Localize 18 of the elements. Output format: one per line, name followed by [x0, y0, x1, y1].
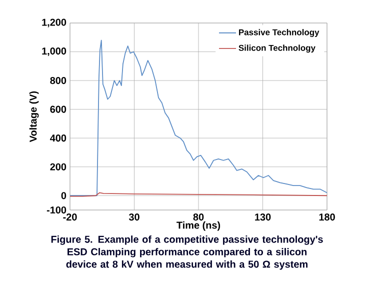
y-tick-label: 400	[50, 134, 66, 142]
y-tick-label: 800	[50, 77, 66, 84]
x-tick-label: 80	[193, 214, 204, 221]
legend-label: Silicon Technology	[238, 44, 316, 53]
y-tick-label: 1,000	[42, 48, 66, 56]
y-tick-label: -100	[46, 206, 66, 214]
legend-label: Passive Technology	[239, 29, 320, 37]
y-tick-label: 200	[50, 163, 66, 170]
y-tick-label: 1,200	[42, 18, 66, 28]
x-tick-label: -20	[63, 214, 77, 221]
y-tick-label: 0	[61, 192, 66, 200]
y-tick-label: 600	[50, 106, 66, 113]
x-axis-title: Time (ns)	[176, 221, 220, 231]
x-tick-label: 30	[128, 214, 140, 221]
x-tick-label: 130	[255, 214, 271, 221]
caption: Figure 5. Example of a competitive passive technology's ESD Clamping performance compared to a silicon device at 8 kV when measured with a 50 Ω system	[51, 236, 323, 270]
x-tick-label: 180	[319, 214, 335, 221]
y-axis-title: Voltage (V)	[29, 91, 39, 142]
